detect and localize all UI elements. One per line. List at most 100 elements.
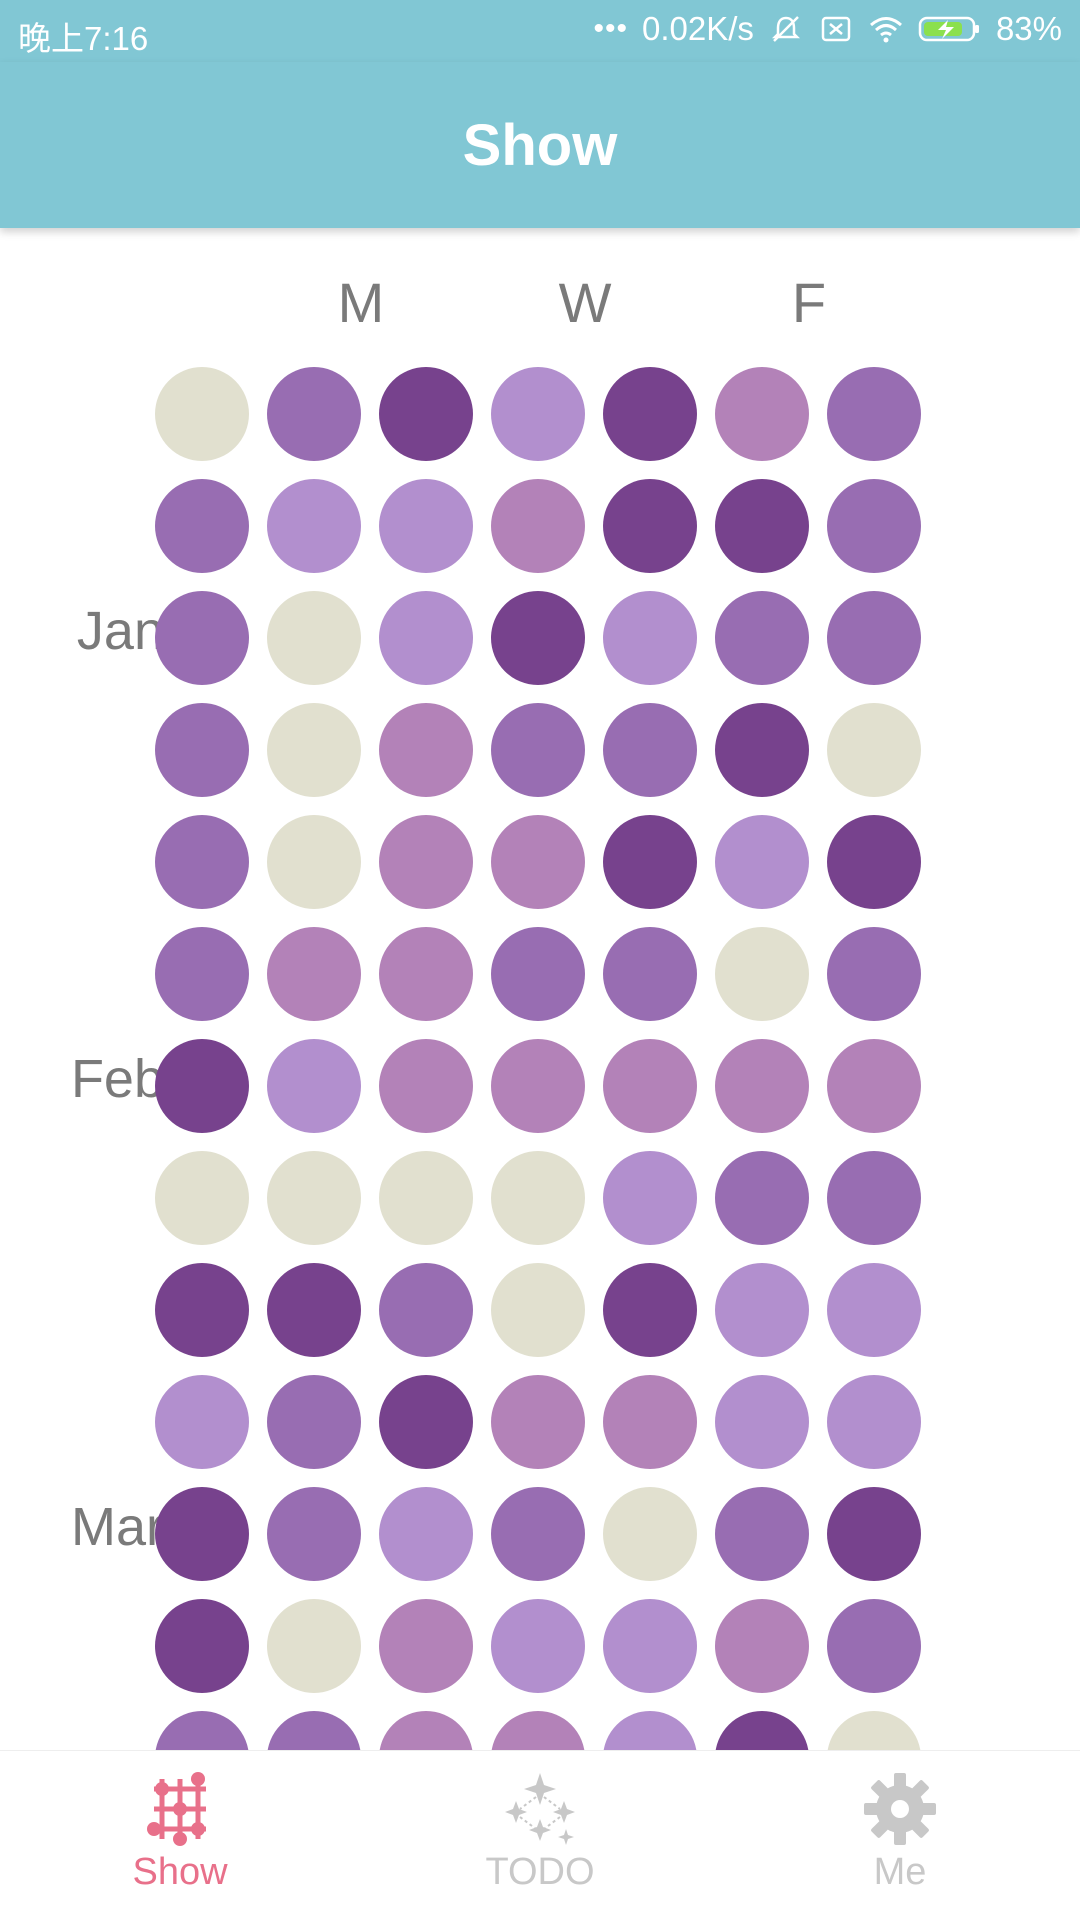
day-dot[interactable] [267,1039,361,1133]
day-dot[interactable] [491,1599,585,1693]
day-dot[interactable] [603,1039,697,1133]
day-dot[interactable] [827,1375,921,1469]
day-dot[interactable] [267,1711,361,1750]
day-dot[interactable] [603,1375,697,1469]
day-dot[interactable] [827,1599,921,1693]
day-dot[interactable] [155,927,249,1021]
day-dot[interactable] [155,1375,249,1469]
day-dot[interactable] [491,1375,585,1469]
day-dot[interactable] [379,1039,473,1133]
day-dot[interactable] [155,591,249,685]
nav-item-todo[interactable]: TODO [440,1769,640,1894]
day-dot[interactable] [155,479,249,573]
day-dot[interactable] [379,1375,473,1469]
day-dot[interactable] [379,591,473,685]
day-dot[interactable] [715,1599,809,1693]
day-dot[interactable] [715,1039,809,1133]
day-dot[interactable] [715,479,809,573]
day-header-wednesday: W [558,271,612,334]
day-dot[interactable] [603,1263,697,1357]
day-dot[interactable] [379,703,473,797]
day-dot[interactable] [155,367,249,461]
day-dot[interactable] [267,1487,361,1581]
day-dot[interactable] [827,1039,921,1133]
day-dot[interactable] [715,1263,809,1357]
day-dot[interactable] [715,815,809,909]
day-dot[interactable] [379,1487,473,1581]
day-dot[interactable] [827,1711,921,1750]
day-dot[interactable] [491,1151,585,1245]
day-dot[interactable] [827,479,921,573]
bottom-nav: Show TODO [0,1750,1080,1921]
battery-percent: 83% [995,10,1062,47]
day-dot[interactable] [491,1263,585,1357]
day-dot[interactable] [379,927,473,1021]
day-dot[interactable] [379,815,473,909]
day-dot[interactable] [491,367,585,461]
day-dot[interactable] [827,1151,921,1245]
day-dot[interactable] [715,1151,809,1245]
day-dot[interactable] [379,367,473,461]
day-dot[interactable] [155,1487,249,1581]
day-dot[interactable] [603,367,697,461]
day-dot[interactable] [379,1711,473,1750]
day-dot[interactable] [155,1711,249,1750]
day-dot[interactable] [267,815,361,909]
day-dot[interactable] [267,1151,361,1245]
day-dot[interactable] [827,367,921,461]
day-dot[interactable] [827,927,921,1021]
day-dot[interactable] [267,927,361,1021]
day-dot[interactable] [267,479,361,573]
day-dot[interactable] [155,1039,249,1133]
day-dot[interactable] [267,1375,361,1469]
day-dot[interactable] [715,1711,809,1750]
day-dot[interactable] [379,1599,473,1693]
nav-item-show[interactable]: Show [80,1769,280,1894]
day-dot[interactable] [603,927,697,1021]
day-dot[interactable] [491,927,585,1021]
day-dot[interactable] [827,1487,921,1581]
nav-label-me: Me [873,1851,927,1893]
day-dot[interactable] [715,927,809,1021]
day-dot[interactable] [491,1711,585,1750]
day-dot[interactable] [603,479,697,573]
day-dot[interactable] [715,703,809,797]
dots-icon: ••• [593,12,629,45]
day-dot[interactable] [603,1711,697,1750]
day-dot[interactable] [379,1263,473,1357]
day-header-friday: F [791,271,827,334]
day-dot[interactable] [827,815,921,909]
day-dot[interactable] [491,1039,585,1133]
day-dot[interactable] [827,703,921,797]
day-dot[interactable] [715,1487,809,1581]
nav-item-me[interactable]: Me [800,1769,1000,1894]
day-dot[interactable] [827,591,921,685]
day-dot[interactable] [603,591,697,685]
day-dot[interactable] [491,703,585,797]
day-dot[interactable] [491,815,585,909]
day-dot[interactable] [827,1263,921,1357]
day-dot[interactable] [715,367,809,461]
day-dot[interactable] [715,1375,809,1469]
day-dot[interactable] [155,1263,249,1357]
day-dot[interactable] [491,591,585,685]
day-dot[interactable] [267,591,361,685]
day-dot[interactable] [491,1487,585,1581]
day-dot[interactable] [155,703,249,797]
day-dot[interactable] [715,591,809,685]
day-dot[interactable] [155,815,249,909]
day-dot[interactable] [155,1599,249,1693]
day-dot[interactable] [603,815,697,909]
day-dot[interactable] [491,479,585,573]
day-dot[interactable] [267,703,361,797]
day-dot[interactable] [603,703,697,797]
day-dot[interactable] [379,479,473,573]
day-dot[interactable] [603,1151,697,1245]
day-dot[interactable] [267,1599,361,1693]
day-dot[interactable] [155,1151,249,1245]
day-dot[interactable] [603,1487,697,1581]
day-dot[interactable] [603,1599,697,1693]
day-dot[interactable] [267,367,361,461]
day-dot[interactable] [267,1263,361,1357]
day-dot[interactable] [379,1151,473,1245]
